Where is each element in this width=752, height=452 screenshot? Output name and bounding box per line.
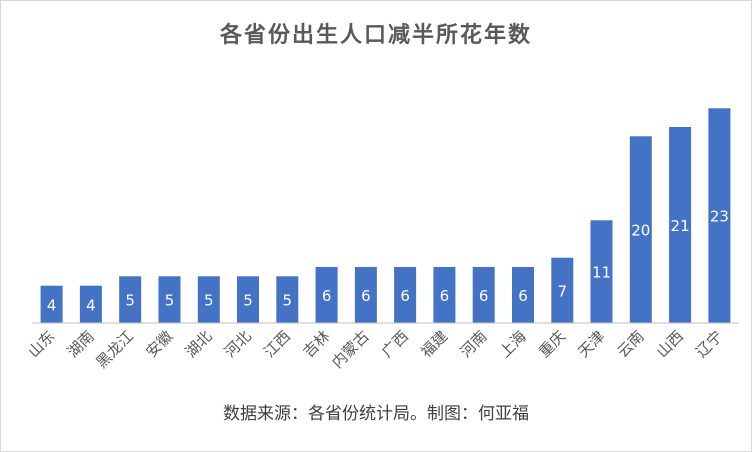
bar: [629, 136, 652, 323]
bar: [590, 220, 613, 323]
data-label: 5: [283, 292, 293, 310]
bar: [669, 127, 692, 323]
x-tick-label: 上海: [496, 327, 530, 361]
bar: [315, 267, 338, 323]
bar: [354, 267, 377, 323]
bar: [158, 276, 181, 323]
x-tick-label: 吉林: [299, 327, 333, 361]
x-tick-label: 江西: [260, 327, 294, 361]
data-label: 6: [322, 287, 332, 305]
data-label: 5: [204, 292, 214, 310]
data-label: 4: [47, 296, 57, 314]
x-tick-label: 安徽: [142, 327, 176, 361]
x-tick-label: 内蒙古: [328, 327, 373, 372]
bar: [237, 276, 259, 323]
x-tick-label: 湖南: [64, 327, 98, 361]
data-label: 21: [671, 217, 690, 235]
bar: [197, 276, 220, 323]
x-tick-label: 山西: [653, 327, 687, 361]
data-label: 5: [125, 292, 135, 310]
x-tick-label: 河北: [221, 327, 255, 361]
data-label: 6: [440, 287, 450, 305]
bar: [394, 267, 417, 323]
bar: [512, 267, 534, 323]
bar: [472, 267, 495, 323]
data-label: 6: [518, 287, 528, 305]
data-label: 5: [243, 292, 253, 310]
data-label: 7: [558, 282, 568, 300]
data-label: 6: [479, 287, 489, 305]
x-tick-label: 福建: [417, 327, 451, 361]
data-label: 20: [631, 222, 650, 240]
bar: [708, 108, 731, 323]
x-tick-label: 云南: [614, 327, 648, 361]
bar: [119, 276, 142, 323]
data-label: 6: [361, 287, 371, 305]
x-tick-label: 河南: [457, 327, 491, 361]
bar: [40, 285, 63, 323]
bar: [276, 276, 299, 323]
source-note: 数据来源：各省份统计局。制图：何亚福: [223, 404, 529, 424]
chart-title: 各省份出生人口减半所花年数: [219, 23, 532, 48]
data-label: 11: [592, 264, 611, 282]
x-tick-label: 广西: [378, 327, 412, 361]
x-tick-label: 山东: [24, 327, 58, 361]
x-tick-label: 天津: [574, 327, 608, 361]
data-label: 23: [710, 208, 729, 226]
bar: [79, 285, 102, 323]
x-tick-label: 湖北: [182, 327, 216, 361]
x-tick-label: 辽宁: [692, 327, 726, 361]
x-tick-label: 黑龙江: [92, 327, 137, 372]
data-label: 5: [165, 292, 175, 310]
x-tick-label: 重庆: [535, 327, 569, 361]
bar: [551, 257, 574, 323]
data-label: 6: [400, 287, 410, 305]
data-label: 4: [86, 296, 96, 314]
bar: [433, 267, 456, 323]
